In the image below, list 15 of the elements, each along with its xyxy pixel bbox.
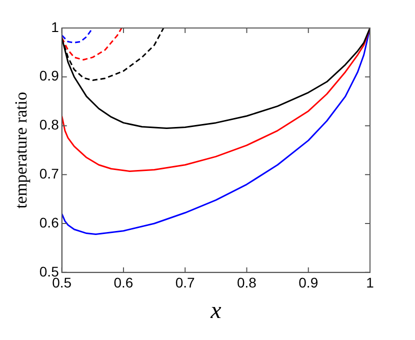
x-axis-title: x — [210, 298, 222, 324]
x-tick-label: 1 — [366, 274, 374, 291]
x-tick-label: 0.7 — [175, 274, 196, 291]
x-tick-label: 0.8 — [237, 274, 257, 291]
y-tick-label: 0.9 — [39, 68, 60, 84]
y-tick-label: 0.6 — [39, 214, 60, 230]
y-tick-label: 0.8 — [39, 116, 60, 133]
y-axis-title: temperature ratio — [12, 92, 31, 208]
x-tick-label: 0.6 — [114, 274, 134, 291]
y-tick-label: 1 — [51, 18, 60, 35]
x-tick-label: 0.9 — [298, 274, 318, 291]
y-tick-label: 0.7 — [39, 166, 60, 182]
line-series — [62, 28, 94, 44]
y-tick-label: 0.5 — [39, 263, 60, 280]
line-series — [62, 28, 122, 61]
